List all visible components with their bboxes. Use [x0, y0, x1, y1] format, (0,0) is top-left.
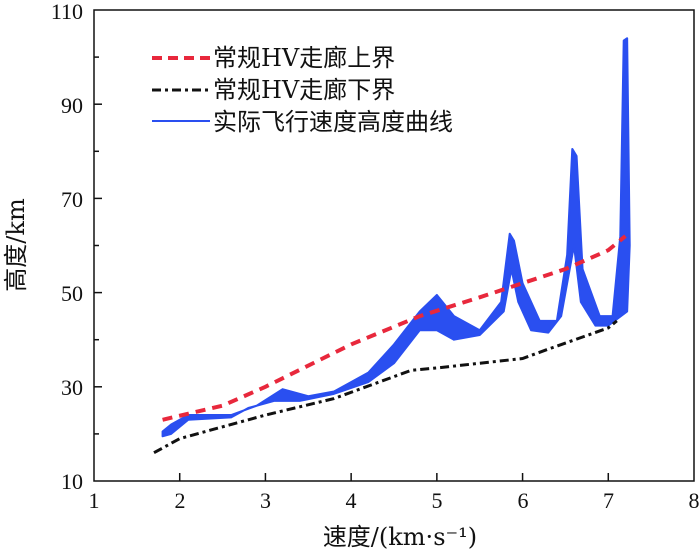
y-tick-labels: 10 30 50 70 90 110	[51, 0, 83, 494]
x-tick-label: 3	[260, 488, 271, 513]
x-tick-label: 2	[175, 488, 186, 513]
y-tick-label: 10	[61, 469, 83, 494]
plot-marks	[153, 37, 631, 455]
x-tick-labels: 1 2 3 4 5 6 7 8	[89, 488, 700, 513]
y-tick-label: 90	[61, 93, 83, 118]
legend: 常规HV走廊上界 常规HV走廊下界 实际飞行速度高度曲线	[152, 44, 453, 136]
x-tick-label: 7	[603, 488, 614, 513]
legend-label-upper: 常规HV走廊上界	[213, 44, 395, 72]
x-axis-title: 速度/(km·s⁻¹)	[323, 523, 477, 551]
upper-bound-line	[162, 234, 627, 422]
lower-bound-line	[153, 319, 618, 455]
x-tick-label: 6	[518, 488, 529, 513]
legend-label-actual: 实际飞行速度高度曲线	[213, 108, 453, 136]
y-tick-label: 70	[61, 187, 83, 212]
y-tick-label: 110	[51, 0, 83, 24]
x-tick-label: 5	[432, 488, 443, 513]
y-axis-title: 高度/km	[2, 198, 30, 292]
x-tick-label: 4	[346, 488, 357, 513]
y-tick-label: 50	[61, 281, 83, 306]
legend-label-lower: 常规HV走廊下界	[213, 76, 395, 104]
y-tick-label: 30	[61, 375, 83, 400]
x-tick-label: 1	[89, 488, 100, 513]
x-tick-label: 8	[689, 488, 700, 513]
actual-flight-band	[161, 37, 631, 438]
axis-ticks	[94, 56, 610, 481]
